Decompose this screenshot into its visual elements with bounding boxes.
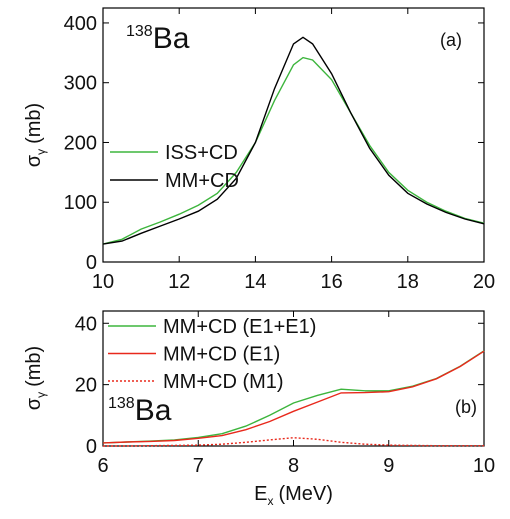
y-tick-label: 300 [64, 73, 97, 95]
y-tick-label: 20 [75, 375, 97, 397]
legend-label: MM+CD (M1) [163, 371, 284, 393]
x-tick-label: 10 [473, 455, 495, 477]
panel-label: (a) [440, 30, 462, 50]
legend-label: MM+CD (E1) [163, 344, 280, 366]
x-axis-label: Ex (MeV) [254, 483, 333, 508]
x-tick-label: 8 [288, 455, 299, 477]
x-tick-label: 10 [92, 271, 114, 293]
y-axis-label: σγ (mb) [23, 346, 48, 410]
series-line [102, 56, 485, 245]
y-tick-label: 400 [64, 13, 97, 35]
x-label-unit: (MeV) [278, 483, 332, 505]
x-tick-label: 16 [320, 271, 342, 293]
annotation-superscript: 138 [126, 23, 153, 40]
x-tick-label: 20 [473, 271, 495, 293]
y-tick-label: 200 [64, 132, 97, 154]
y-label-subscript: γ [34, 392, 48, 398]
x-tick-label: 9 [383, 455, 394, 477]
y-label-unit: (mb) [23, 346, 45, 387]
x-tick-label: 14 [244, 271, 266, 293]
y-label-symbol: σ [23, 397, 45, 410]
plot-frame [102, 7, 485, 263]
y-tick-label: 0 [86, 436, 97, 458]
panel-label: (b) [455, 397, 477, 417]
series-line [102, 350, 485, 444]
y-label-unit: (mb) [23, 103, 45, 144]
series-line [102, 36, 485, 245]
x-label-symbol: E [254, 483, 267, 505]
annotation-superscript: 138 [108, 395, 135, 412]
x-tick-label: 6 [97, 455, 108, 477]
y-tick-label: 40 [75, 313, 97, 335]
y-tick-label: 0 [86, 252, 97, 274]
y-label-symbol: σ [23, 154, 45, 167]
x-tick-label: 12 [168, 271, 190, 293]
x-tick-label: 7 [193, 455, 204, 477]
annotation: 138Ba [126, 22, 190, 55]
annotation-text: Ba [153, 22, 190, 55]
x-tick-label: 18 [397, 271, 419, 293]
y-tick-label: 100 [64, 192, 97, 214]
annotation: 138Ba [108, 394, 172, 427]
x-label-subscript: x [267, 494, 273, 508]
legend-label: MM+CD (E1+E1) [163, 316, 316, 338]
legend-label: ISS+CD [165, 142, 238, 164]
annotation-text: Ba [135, 394, 172, 427]
legend-label: MM+CD [165, 170, 239, 192]
y-axis-label: σγ (mb) [23, 103, 48, 167]
y-label-subscript: γ [34, 149, 48, 155]
